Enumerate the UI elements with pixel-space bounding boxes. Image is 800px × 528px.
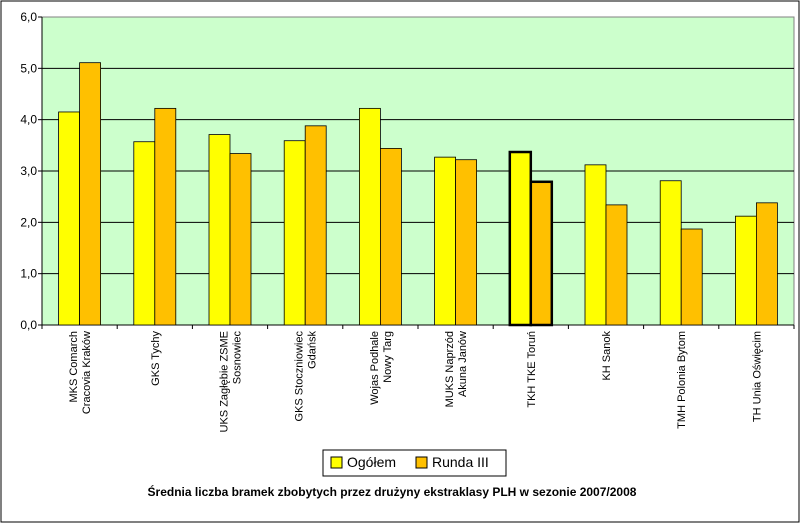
x-tick-label: MUKS NaprzódAkuna Janów [444,331,469,407]
legend-label-runda-iii: Runda III [432,454,489,470]
bar-runda-iii [756,202,778,326]
x-axis-labels: MKS ComarchCracovia Kraków GKS Tychy UKS Z… [41,325,795,433]
x-tick-label-line: GKS Tychy [150,331,162,386]
x-tick-label-line: Wojas Podhale [369,331,381,405]
bar-ogolem [208,134,231,326]
x-tick-label-line: MKS Comarch [68,331,80,403]
bar-runda-iii [379,148,402,326]
x-tick-label-line: TH Unia Oświęcim [751,331,763,422]
bar-runda-iii [304,125,327,326]
x-tick-label-line: UKS Zagłębie ZSME [219,331,231,432]
x-tick-label-line: TKH TKE Toruń [526,331,538,408]
x-tick-label: TKH TKE Toruń [526,331,538,408]
bar-ogolem [659,180,682,326]
bar-ogolem [283,140,306,326]
bars [58,62,778,327]
bar-ogolem [358,107,381,326]
x-tick-label-line: Cracovia Kraków [81,331,93,414]
bar-ogolem [133,141,156,326]
bar-ogolem [434,156,457,326]
x-tick-label-line: Gdańsk [307,331,319,369]
x-tick-label-line: Nowy Targ [382,331,394,383]
x-tick-label: KH Sanok [601,331,613,381]
x-tick-label-line: Sosnowiec [232,331,244,385]
bar-runda-iii [529,180,554,327]
x-tick-label-line: KH Sanok [601,331,613,381]
bar-ogolem [508,150,533,327]
x-tick-label: GKS Tychy [150,331,162,386]
x-tick-label: GKS StoczniowiecGdańsk [294,331,319,422]
chart-title: Średnia liczba bramek zbobytych przez dr… [148,484,637,499]
bar-runda-iii [79,62,101,326]
legend-swatch-runda-iii [415,456,428,469]
y-tick-label: 6,0 [20,10,37,24]
y-tick-label: 0,0 [20,318,37,332]
y-tick-label: 2,0 [20,215,37,229]
bar-ogolem [58,111,80,326]
x-tick-label: MKS ComarchCracovia Kraków [68,331,93,414]
y-tick-label: 1,0 [20,267,37,281]
x-tick-label: TH Unia Oświęcim [751,331,763,422]
bar-runda-iii [680,228,703,326]
bar-runda-iii [455,159,478,326]
legend-label-ogolem: Ogółem [347,454,396,470]
x-tick-label-line: MUKS Naprzód [444,331,456,407]
legend: Ogółem Runda III [322,449,507,477]
x-tick-label-line: TMH Polonia Bytom [676,331,688,429]
y-tick-label: 4,0 [20,113,37,127]
y-tick-label: 5,0 [20,61,37,75]
x-tick-label-line: Akuna Janów [457,331,469,397]
y-tick-label: 3,0 [20,164,37,178]
legend-box [322,449,507,477]
bar-ogolem [584,164,607,326]
legend-swatch-ogolem [330,456,343,469]
bar-runda-iii [229,153,252,326]
bar-runda-iii [605,204,628,326]
x-tick-label-line: GKS Stoczniowiec [294,331,306,422]
bar-ogolem [735,215,757,326]
bar-runda-iii [154,107,177,326]
x-tick-label: Wojas PodhaleNowy Targ [369,331,394,405]
x-tick-label: TMH Polonia Bytom [676,331,688,429]
x-tick-label: UKS Zagłębie ZSMESosnowiec [219,331,244,433]
